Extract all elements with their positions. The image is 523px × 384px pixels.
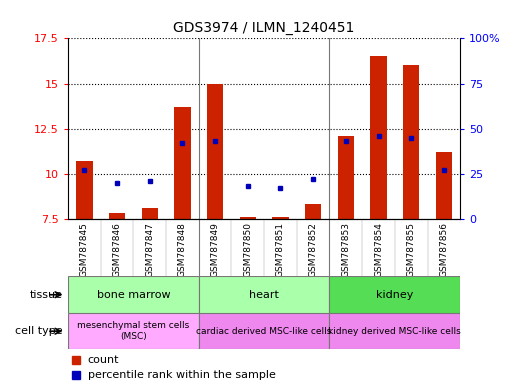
Text: GSM787845: GSM787845	[80, 222, 89, 276]
Bar	[68, 276, 199, 313]
Text: GSM787853: GSM787853	[342, 222, 350, 277]
Text: GSM787851: GSM787851	[276, 222, 285, 277]
Bar	[199, 276, 329, 313]
Bar	[240, 217, 256, 219]
Text: GSM787847: GSM787847	[145, 222, 154, 276]
Text: kidney derived MSC-like cells: kidney derived MSC-like cells	[328, 327, 461, 336]
Bar	[142, 208, 158, 219]
Bar	[329, 313, 460, 349]
Text: GSM787849: GSM787849	[211, 222, 220, 276]
Text: cell type: cell type	[15, 326, 63, 336]
Text: GSM787852: GSM787852	[309, 222, 317, 276]
Bar	[436, 152, 452, 219]
Text: count: count	[88, 355, 119, 365]
Bar	[68, 313, 199, 349]
Text: GSM787854: GSM787854	[374, 222, 383, 276]
Text: kidney: kidney	[376, 290, 414, 300]
Bar	[403, 65, 419, 219]
Bar	[199, 313, 329, 349]
Bar	[305, 204, 321, 219]
Bar	[109, 214, 125, 219]
Bar	[76, 161, 93, 219]
Bar	[329, 276, 460, 313]
Text: heart: heart	[249, 290, 279, 300]
Bar	[272, 217, 289, 219]
Text: GSM787856: GSM787856	[439, 222, 448, 277]
Text: GSM787846: GSM787846	[112, 222, 121, 276]
Text: percentile rank within the sample: percentile rank within the sample	[88, 370, 276, 381]
Bar	[174, 107, 190, 219]
Text: bone marrow: bone marrow	[97, 290, 170, 300]
Text: cardiac derived MSC-like cells: cardiac derived MSC-like cells	[197, 327, 332, 336]
Bar	[338, 136, 354, 219]
Text: GSM787848: GSM787848	[178, 222, 187, 276]
Bar	[207, 84, 223, 219]
Title: GDS3974 / ILMN_1240451: GDS3974 / ILMN_1240451	[174, 21, 355, 35]
Bar	[370, 56, 386, 219]
Text: GSM787850: GSM787850	[243, 222, 252, 277]
Text: mesenchymal stem cells
(MSC): mesenchymal stem cells (MSC)	[77, 321, 189, 341]
Text: GSM787855: GSM787855	[407, 222, 416, 277]
Text: tissue: tissue	[30, 290, 63, 300]
